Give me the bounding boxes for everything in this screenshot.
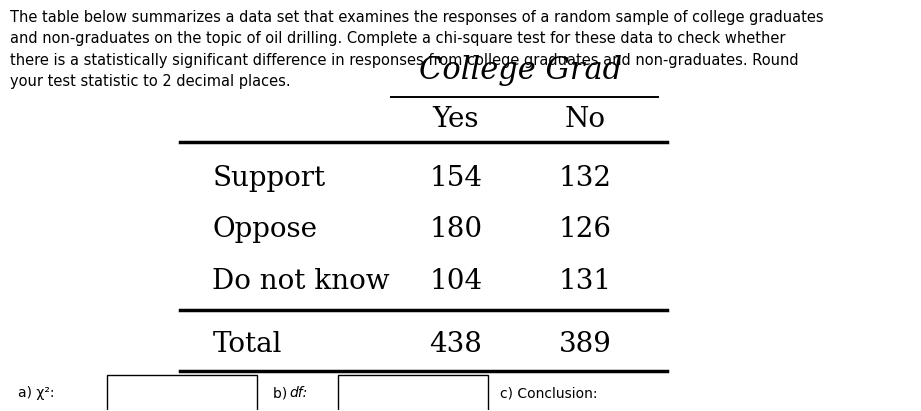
Text: No: No — [565, 106, 606, 133]
Text: Oppose: Oppose — [213, 217, 318, 243]
Text: 438: 438 — [429, 331, 482, 358]
Text: 389: 389 — [559, 331, 612, 358]
Text: 131: 131 — [559, 268, 612, 295]
Text: 104: 104 — [429, 268, 483, 295]
Text: 180: 180 — [429, 217, 483, 243]
Text: The table below summarizes a data set that examines the responses of a random sa: The table below summarizes a data set th… — [9, 9, 823, 89]
Text: Total: Total — [213, 331, 282, 358]
Text: df:: df: — [289, 386, 308, 400]
Text: Yes: Yes — [433, 106, 479, 133]
Text: c) Conclusion:: c) Conclusion: — [500, 386, 598, 400]
Text: College Grad: College Grad — [419, 55, 623, 86]
Text: a) χ²:: a) χ²: — [17, 386, 54, 400]
FancyBboxPatch shape — [338, 375, 488, 411]
FancyBboxPatch shape — [107, 375, 257, 411]
Text: 154: 154 — [429, 166, 483, 192]
Text: 126: 126 — [559, 217, 612, 243]
Text: 132: 132 — [559, 166, 612, 192]
Text: b): b) — [274, 386, 292, 400]
Text: Do not know: Do not know — [213, 268, 390, 295]
Text: Support: Support — [213, 166, 325, 192]
